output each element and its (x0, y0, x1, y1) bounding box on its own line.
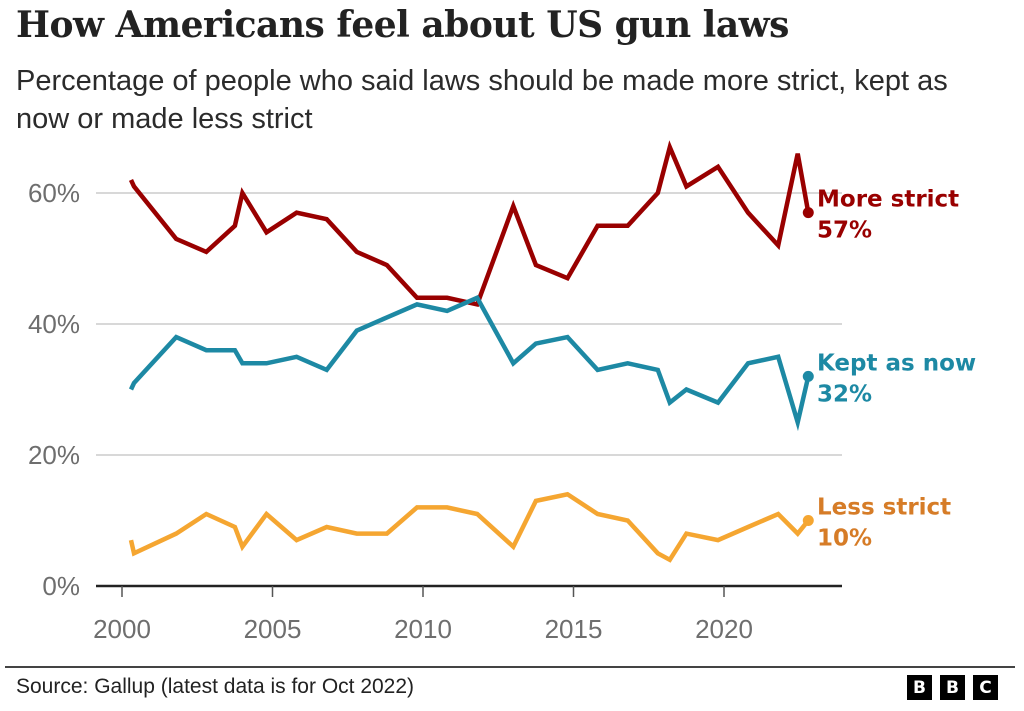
y-tick-label: 60% (28, 178, 80, 208)
series-endpoint-kept-as-now (802, 370, 814, 382)
grid-layer (96, 192, 842, 456)
chart-title: How Americans feel about US gun laws (16, 4, 789, 46)
source-note: Source: Gallup (latest data is for Oct 2… (16, 675, 415, 698)
x-tick-label: 2015 (545, 614, 603, 644)
series-label-kept-as-now: Kept as now (817, 350, 976, 376)
footer-divider (5, 666, 1015, 668)
y-tick-label: 20% (28, 440, 80, 470)
series-labels: More strict 57% Kept as now 32% Less strict 1… (817, 187, 976, 552)
series-line-less-strict (128, 491, 811, 563)
series-value-less-strict: 10% (817, 526, 872, 552)
series-label-more-strict: More strict (817, 187, 959, 213)
y-tick-label: 40% (28, 309, 80, 339)
y-tick-label: 0% (42, 571, 80, 601)
line-chart: 0% 20% 40% 60% 2000 2005 2010 2015 2020 More st… (28, 140, 976, 644)
x-tick-label: 2000 (93, 614, 151, 644)
x-tick-label: 2020 (695, 614, 753, 644)
series-value-kept-as-now: 32% (817, 381, 872, 407)
bbc-logo: B B C (907, 675, 998, 700)
bbc-logo-letter: C (973, 675, 998, 700)
series-line-kept-as-now (128, 294, 811, 432)
series-endpoint-less-strict (802, 515, 814, 526)
x-tick-label: 2005 (244, 614, 302, 644)
series-label-less-strict: Less strict (817, 495, 951, 521)
chart-subtitle: Percentage of people who said laws shoul… (16, 65, 948, 135)
series-endpoint-more-strict (802, 207, 814, 219)
series-value-more-strict: 57% (817, 218, 872, 244)
y-axis-labels: 0% 20% 40% 60% (28, 178, 80, 601)
x-axis: 2000 2005 2010 2015 2020 (93, 584, 842, 644)
series-layer (128, 140, 814, 563)
series-line-more-strict (128, 140, 811, 308)
bbc-logo-letter: B (940, 675, 965, 700)
x-tick-label: 2010 (394, 614, 452, 644)
bbc-logo-letter: B (907, 675, 932, 700)
